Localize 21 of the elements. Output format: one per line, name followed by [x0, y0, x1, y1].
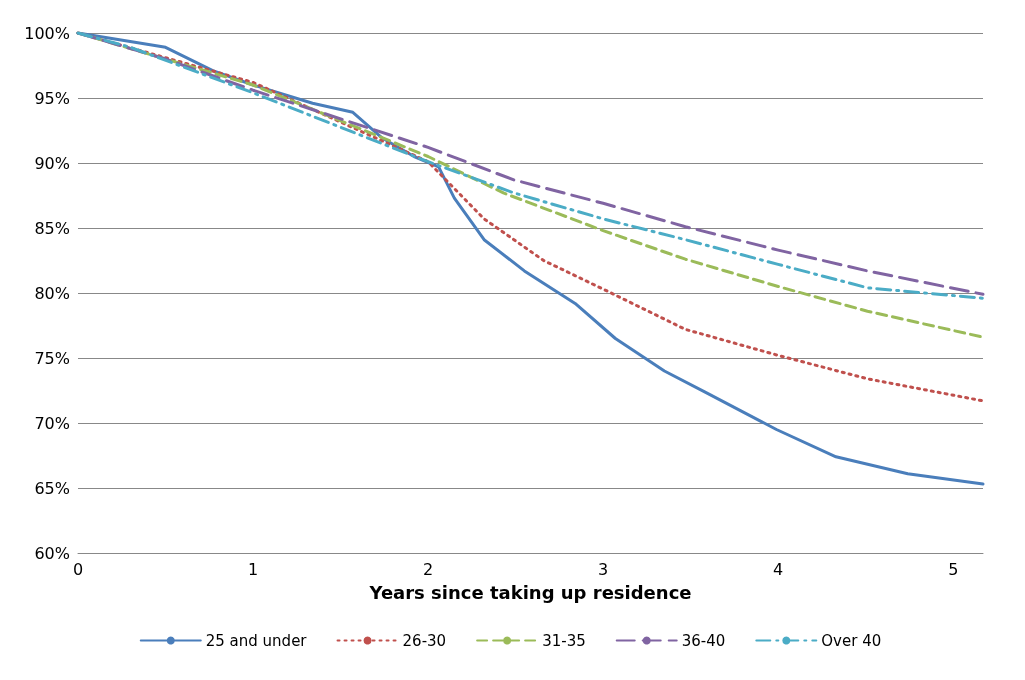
x-tick-label: 5	[948, 559, 959, 579]
y-tick-label: 60%	[34, 543, 70, 563]
legend-label: Over 40	[821, 631, 882, 650]
x-tick-label: 2	[423, 559, 434, 579]
y-tick-label: 65%	[34, 478, 70, 498]
x-tick-label: 1	[247, 559, 259, 579]
x-axis-title: Years since taking up residence	[368, 581, 692, 603]
x-tick-label: 3	[598, 559, 609, 579]
legend-label: 31-35	[542, 631, 586, 650]
legend-label: 36-40	[681, 631, 726, 650]
y-tick-label: 75%	[34, 348, 70, 368]
legend-label: 25 and under	[205, 631, 308, 650]
legend-label: 26-30	[402, 631, 447, 650]
x-tick-label: 0	[72, 559, 84, 579]
y-tick-label: 100%	[24, 23, 70, 43]
y-tick-label: 90%	[34, 153, 70, 173]
y-tick-label: 80%	[34, 283, 70, 303]
y-tick-label: 70%	[34, 413, 70, 433]
y-tick-label: 95%	[34, 88, 70, 108]
y-tick-label: 85%	[34, 218, 70, 238]
x-tick-label: 4	[773, 559, 784, 579]
